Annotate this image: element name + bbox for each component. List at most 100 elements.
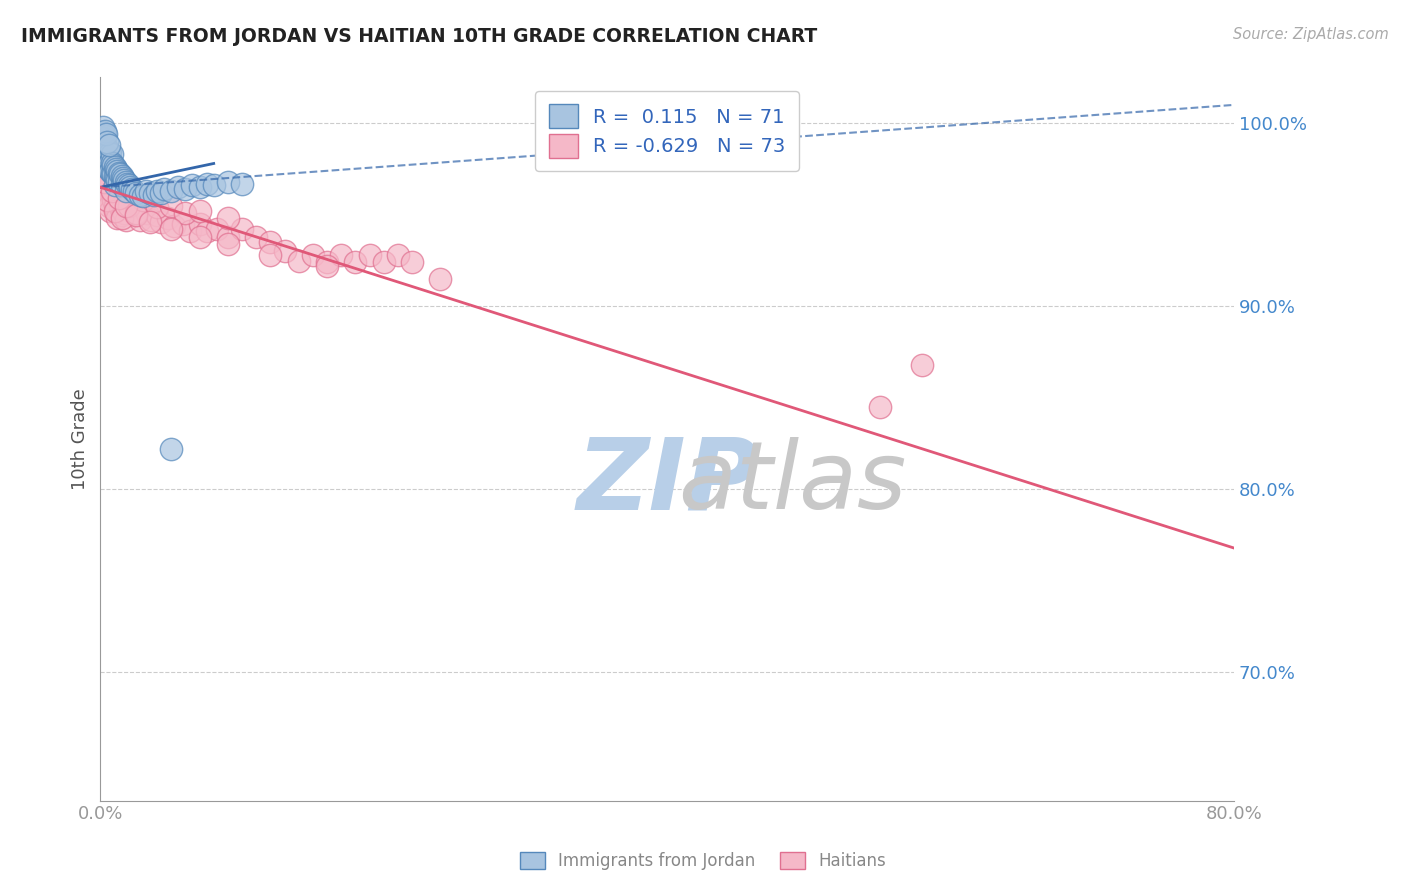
Point xyxy=(98,145,121,160)
Point xyxy=(118,198,141,212)
Point xyxy=(911,358,934,372)
Point xyxy=(160,442,183,456)
Point xyxy=(316,259,339,273)
Point xyxy=(125,186,148,200)
Point xyxy=(125,208,148,222)
Point xyxy=(91,131,114,145)
Point xyxy=(121,201,143,215)
Point xyxy=(118,178,141,193)
Point xyxy=(202,178,225,193)
Point xyxy=(316,255,339,269)
Point xyxy=(188,180,211,194)
Point xyxy=(115,198,138,212)
Point xyxy=(146,208,169,222)
Point xyxy=(97,153,120,167)
Point xyxy=(163,219,186,233)
Point xyxy=(160,198,183,212)
Point xyxy=(111,171,134,186)
Point xyxy=(139,215,162,229)
Point xyxy=(869,400,891,414)
Point xyxy=(146,184,169,198)
Point xyxy=(188,217,211,231)
Point xyxy=(103,178,125,193)
Point xyxy=(90,135,112,149)
Point xyxy=(98,154,121,169)
Point xyxy=(104,161,127,176)
Point xyxy=(98,204,121,219)
Point xyxy=(181,178,204,193)
Point xyxy=(100,186,122,200)
Point xyxy=(94,189,117,203)
Point xyxy=(132,193,155,207)
Point xyxy=(118,193,141,207)
Point xyxy=(110,178,132,193)
Point xyxy=(107,175,129,189)
Point xyxy=(125,206,148,220)
Point xyxy=(195,177,218,191)
Point xyxy=(125,208,148,222)
Point xyxy=(104,204,127,219)
Point xyxy=(273,244,295,259)
Point xyxy=(103,160,125,174)
Point xyxy=(387,248,409,262)
Point xyxy=(110,169,132,184)
Point xyxy=(97,198,120,212)
Point xyxy=(108,168,131,182)
Point xyxy=(96,193,118,207)
Point xyxy=(205,222,228,236)
Point xyxy=(91,144,114,158)
Point xyxy=(124,184,146,198)
Point xyxy=(160,222,183,236)
Point xyxy=(143,187,166,202)
Point xyxy=(103,204,125,219)
Point xyxy=(150,186,173,200)
Point xyxy=(105,163,128,178)
Point xyxy=(117,177,139,191)
Text: atlas: atlas xyxy=(679,437,907,528)
Point xyxy=(401,255,423,269)
Point xyxy=(101,193,124,207)
Point xyxy=(101,168,124,182)
Point xyxy=(90,125,112,139)
Point xyxy=(139,186,162,200)
Point xyxy=(104,171,127,186)
Point xyxy=(174,206,197,220)
Point xyxy=(93,123,115,137)
Point xyxy=(107,193,129,207)
Point xyxy=(103,169,125,184)
Point xyxy=(344,255,367,269)
Point xyxy=(93,175,115,189)
Point xyxy=(93,138,115,153)
Point xyxy=(94,127,117,141)
Point xyxy=(115,184,138,198)
Point xyxy=(167,180,190,194)
Point xyxy=(287,253,309,268)
Point xyxy=(105,211,128,226)
Point xyxy=(217,211,239,226)
Point xyxy=(107,166,129,180)
Text: IMMIGRANTS FROM JORDAN VS HAITIAN 10TH GRADE CORRELATION CHART: IMMIGRANTS FROM JORDAN VS HAITIAN 10TH G… xyxy=(21,27,817,45)
Point xyxy=(93,147,115,161)
Y-axis label: 10th Grade: 10th Grade xyxy=(72,388,89,490)
Point xyxy=(120,180,142,194)
Point xyxy=(231,222,253,236)
Point xyxy=(259,248,281,262)
Point xyxy=(136,206,159,220)
Point xyxy=(157,211,180,226)
Point xyxy=(100,147,122,161)
Point xyxy=(96,135,118,149)
Point xyxy=(160,184,183,198)
Point xyxy=(429,272,451,286)
Point xyxy=(132,189,155,203)
Point xyxy=(111,198,134,212)
Point xyxy=(114,206,136,220)
Point xyxy=(302,248,325,262)
Point xyxy=(105,173,128,187)
Point xyxy=(188,229,211,244)
Point xyxy=(373,255,395,269)
Point xyxy=(146,201,169,215)
Point xyxy=(97,144,120,158)
Point xyxy=(94,140,117,154)
Point xyxy=(129,187,152,202)
Point xyxy=(91,153,114,167)
